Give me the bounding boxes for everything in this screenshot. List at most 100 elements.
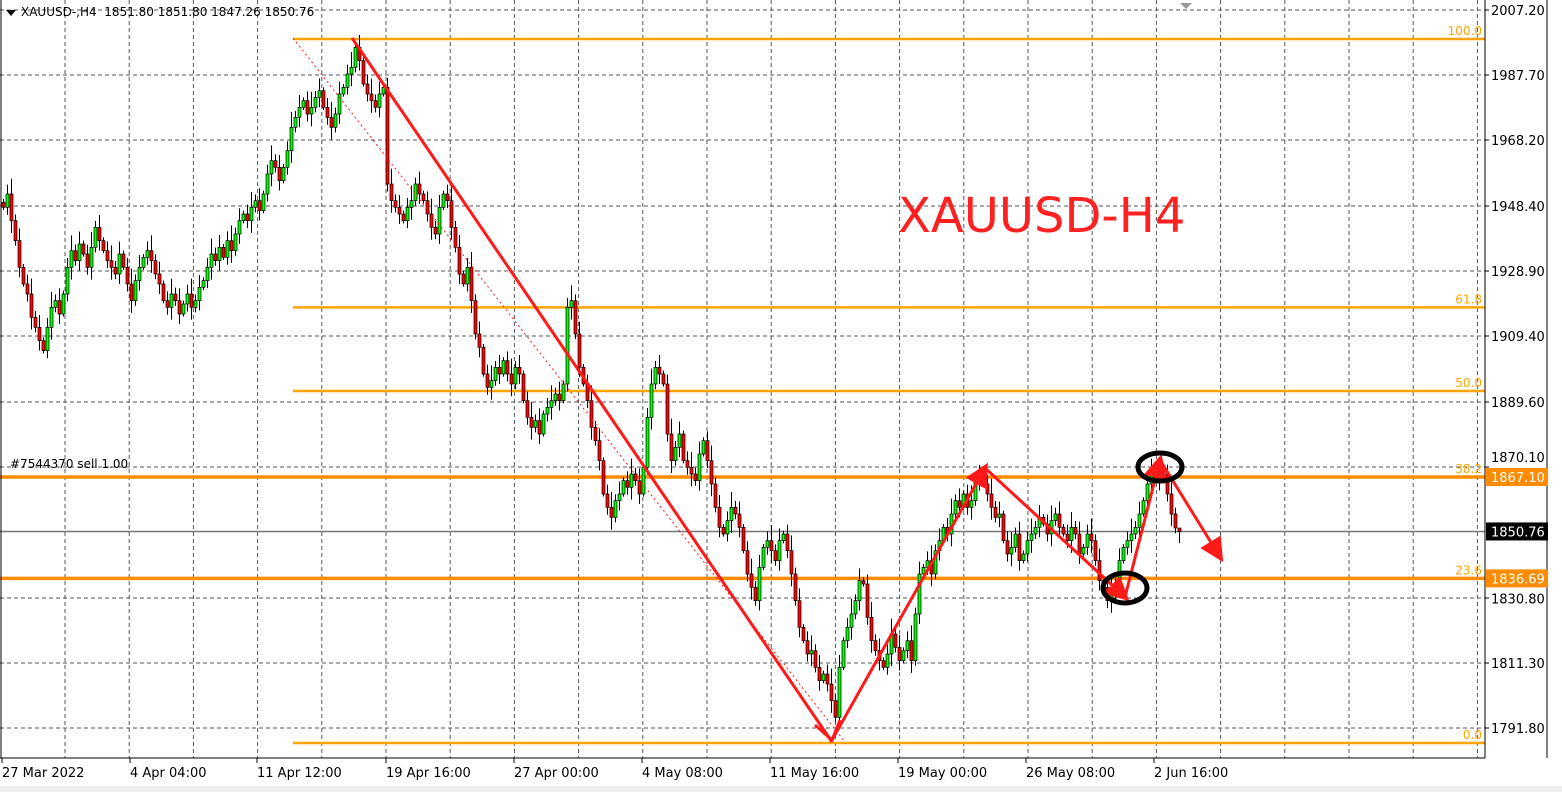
candle xyxy=(249,192,254,233)
candle-body xyxy=(1125,540,1130,548)
candle xyxy=(717,495,722,538)
candle-body xyxy=(33,316,38,328)
candle-body xyxy=(1093,540,1098,562)
candle-body xyxy=(321,90,326,108)
candle-body xyxy=(225,240,230,258)
time-tick-label: 4 May 08:00 xyxy=(642,766,723,781)
candle-body xyxy=(537,420,542,435)
candle xyxy=(705,431,710,469)
candle xyxy=(101,237,106,254)
candle-body xyxy=(1165,473,1170,495)
candle xyxy=(9,178,14,233)
arrow[interactable] xyxy=(830,462,988,741)
candle xyxy=(733,501,738,520)
arrow[interactable] xyxy=(983,466,1130,602)
candle xyxy=(709,445,714,497)
trend-line[interactable] xyxy=(350,37,834,743)
candle xyxy=(537,408,542,444)
candle xyxy=(289,112,294,163)
candle-body xyxy=(485,373,490,388)
candle-body xyxy=(901,650,906,662)
candle xyxy=(905,631,910,659)
candle xyxy=(173,287,178,306)
candle-body xyxy=(825,673,830,685)
candle xyxy=(933,544,938,580)
candle-body xyxy=(769,540,774,552)
candle-body xyxy=(233,233,238,252)
candle xyxy=(1089,518,1094,553)
candle xyxy=(417,171,422,204)
candle-body xyxy=(1089,533,1094,542)
dropdown-triangle-icon[interactable] xyxy=(6,9,16,16)
candle xyxy=(541,410,546,437)
candle-body xyxy=(237,220,242,235)
candle-body xyxy=(517,366,522,375)
fibonacci-retracement[interactable]: 100.0 61.8 50.0 38.2 23.6 0.0 xyxy=(0,24,1485,745)
candle xyxy=(265,164,270,202)
highlight-ellipse[interactable] xyxy=(1100,570,1150,606)
candle-body xyxy=(293,116,298,128)
candle xyxy=(765,531,770,555)
candle-body xyxy=(757,566,762,602)
candle-body xyxy=(909,640,914,662)
candle xyxy=(17,228,22,278)
candle xyxy=(453,221,458,253)
candle-body xyxy=(1061,526,1066,535)
candle-body xyxy=(61,293,66,315)
candle xyxy=(1049,505,1054,547)
candle xyxy=(461,270,466,287)
candle-body xyxy=(153,260,158,275)
annotation-title[interactable]: XAUUSD-H4 xyxy=(898,188,1186,244)
candle xyxy=(761,544,766,570)
time-tick-label: 27 Mar 2022 xyxy=(2,766,84,781)
candle-body xyxy=(1021,553,1026,562)
candle-body xyxy=(441,193,446,208)
candle xyxy=(1141,497,1146,517)
candle xyxy=(329,102,334,140)
fib-level-label: 61.8 xyxy=(1455,292,1482,306)
candle xyxy=(81,240,86,257)
candle xyxy=(825,664,830,692)
fib-level-label: 50.0 xyxy=(1455,376,1482,390)
candle xyxy=(1081,544,1086,557)
candle-body xyxy=(349,66,354,75)
candle xyxy=(817,655,822,691)
candle-body xyxy=(561,383,566,402)
candle-body xyxy=(493,366,498,382)
candle xyxy=(713,477,718,513)
candle xyxy=(65,258,70,302)
candle xyxy=(609,492,614,530)
candle xyxy=(1029,518,1034,553)
candle-body xyxy=(497,366,502,375)
fib-level-label: 23.6 xyxy=(1455,563,1482,577)
candle xyxy=(865,574,870,625)
candle xyxy=(205,258,210,289)
candle xyxy=(553,387,558,406)
candle xyxy=(909,625,914,673)
price-tag-label: 1850.76 xyxy=(1491,525,1545,540)
candle-body xyxy=(993,506,998,518)
arrow[interactable] xyxy=(1158,459,1224,563)
drawings[interactable] xyxy=(292,37,1224,743)
chart-shift-marker-icon[interactable] xyxy=(1180,3,1192,9)
candle-body xyxy=(217,246,222,262)
candle-body xyxy=(817,666,822,682)
candle-body xyxy=(505,360,510,375)
candle xyxy=(313,91,318,113)
candle xyxy=(189,278,194,320)
candle-body xyxy=(161,283,166,302)
candle-body xyxy=(625,480,630,488)
highlight-ellipse[interactable] xyxy=(1135,450,1185,484)
candle xyxy=(565,298,570,392)
candle-body xyxy=(157,273,162,285)
candle xyxy=(457,235,462,284)
candle-body xyxy=(97,226,102,242)
candle-body xyxy=(541,413,546,435)
candle xyxy=(621,477,626,497)
candle xyxy=(785,524,790,559)
candle-body xyxy=(1169,493,1174,515)
candle xyxy=(389,168,394,213)
candle xyxy=(821,670,826,684)
candle xyxy=(393,194,398,213)
